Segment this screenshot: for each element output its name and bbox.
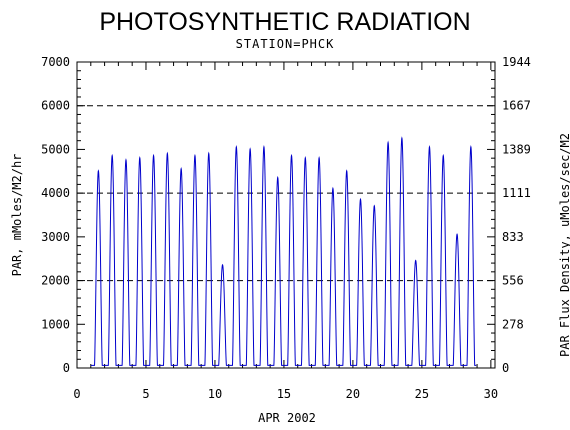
- y-axis-label: PAR, mMoles/M2/hr: [10, 154, 24, 277]
- y-tick-label: 6000: [41, 99, 70, 113]
- y2-tick-label: 278: [502, 317, 524, 331]
- y-tick-label: 4000: [41, 186, 70, 200]
- y2-tick-label: 0: [502, 361, 509, 375]
- par-series-line: [90, 136, 477, 366]
- x-tick-label: 10: [208, 387, 222, 401]
- y2-axis-label: PAR Flux Density, uMoles/sec/M2: [558, 133, 570, 357]
- y-tick-label: 1000: [41, 317, 70, 331]
- y-tick-label: 2000: [41, 274, 70, 288]
- chart-title: PHOTOSYNTHETIC RADIATION: [99, 8, 470, 36]
- y2-tick-label: 833: [502, 230, 524, 244]
- x-tick-label: 25: [415, 387, 429, 401]
- y-tick-label: 5000: [41, 142, 70, 156]
- x-tick-label: 5: [142, 387, 149, 401]
- y-tick-label: 0: [63, 361, 70, 375]
- plot-frame: [76, 61, 496, 369]
- y2-tick-label: 1111: [502, 186, 531, 200]
- x-tick-label: 20: [346, 387, 360, 401]
- x-tick-label: 30: [484, 387, 498, 401]
- y2-tick-label: 1667: [502, 99, 531, 113]
- chart-subtitle: STATION=PHCK: [236, 37, 335, 51]
- tick-labels: 0 1000 2000 3000 4000 5000 6000 7000 0 278 556 833 1…: [41, 55, 531, 401]
- y2-tick-label: 1389: [502, 142, 531, 156]
- y2-tick-label: 1944: [502, 55, 531, 69]
- x-axis-label: APR 2002: [258, 411, 316, 425]
- axis-ticks: [76, 61, 495, 369]
- x-tick-label: 15: [277, 387, 291, 401]
- y2-tick-label: 556: [502, 274, 524, 288]
- x-tick-label: 0: [73, 387, 80, 401]
- grid-lines: [77, 105, 495, 282]
- y-tick-label: 7000: [41, 55, 70, 69]
- y-tick-label: 3000: [41, 230, 70, 244]
